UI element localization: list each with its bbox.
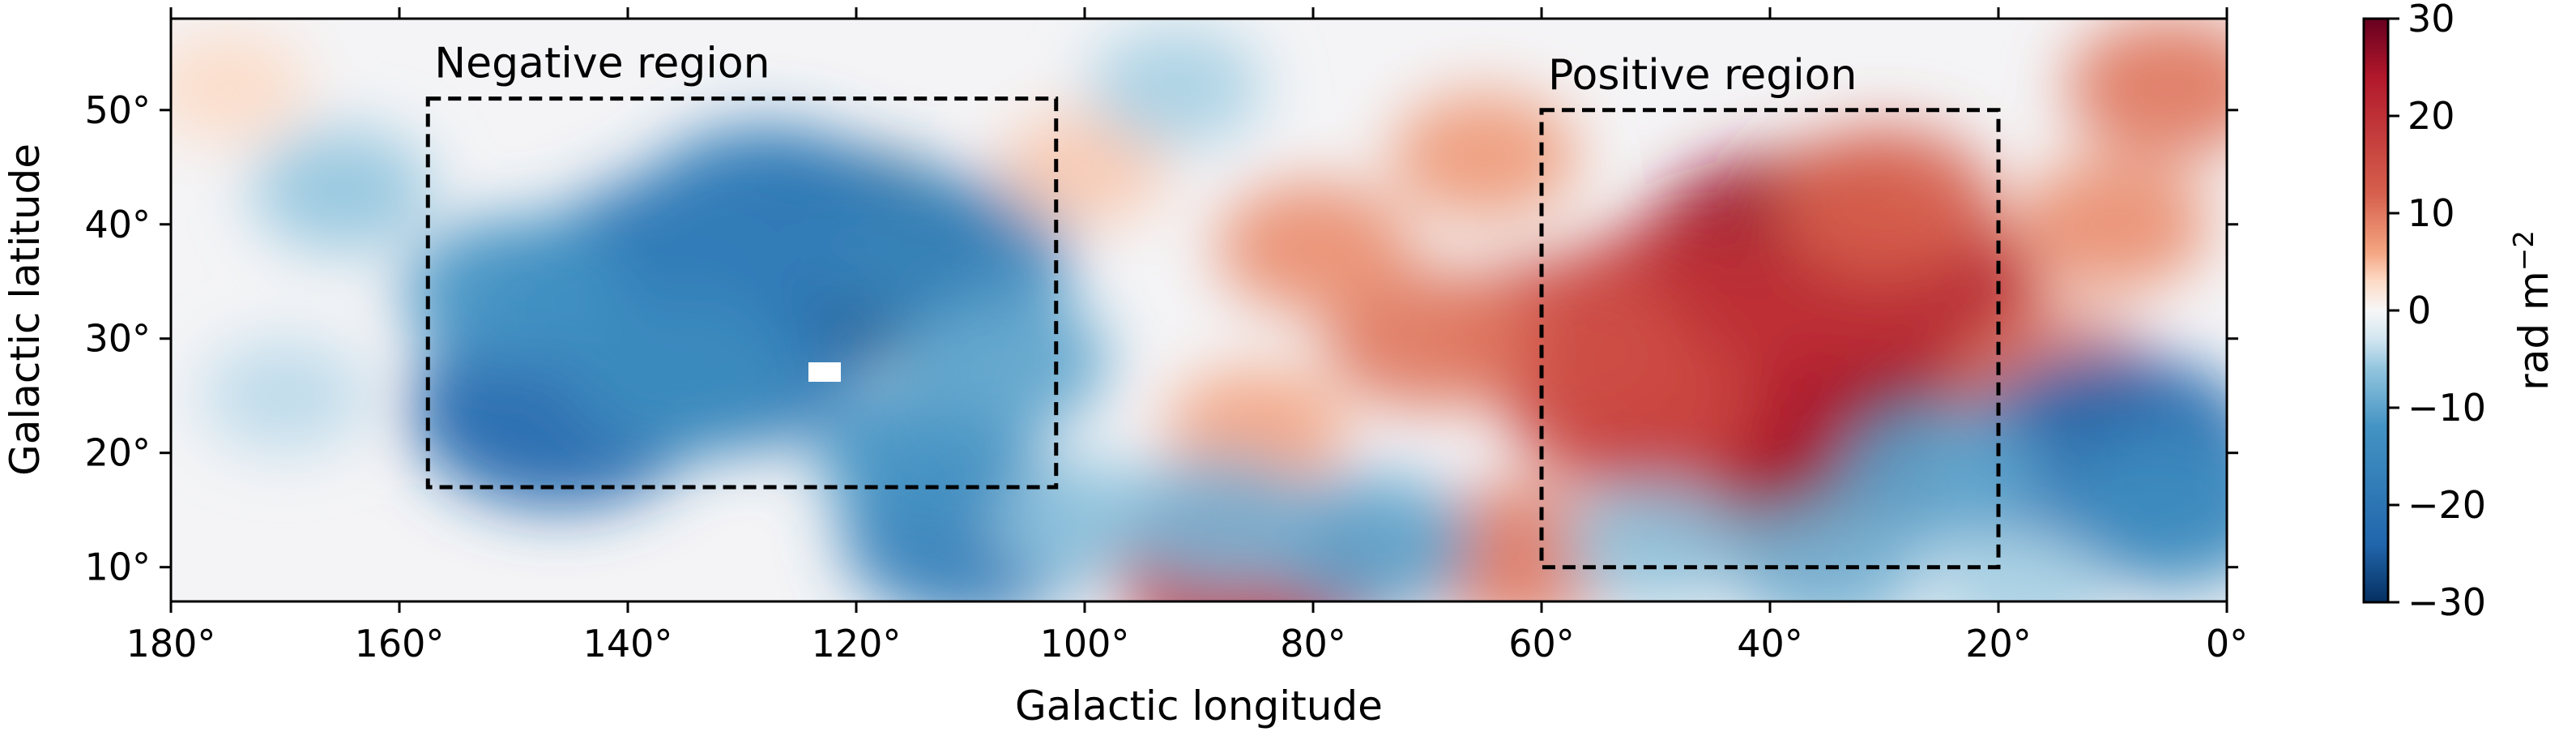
colorbar-unit: rad m bbox=[2510, 271, 2557, 391]
colorbar-unit-exponent: −2 bbox=[2508, 230, 2540, 271]
rm-feature bbox=[1838, 405, 2045, 546]
y-tick-label: 50° bbox=[84, 88, 151, 132]
rm-feature bbox=[1216, 181, 1410, 314]
negative-region-box bbox=[425, 96, 1059, 490]
rm-feature bbox=[2066, 19, 2227, 158]
rm-feature bbox=[171, 32, 309, 143]
y-tick-label: 20° bbox=[84, 431, 151, 475]
rm-feature bbox=[1565, 482, 1746, 601]
x-tick-label: 120° bbox=[812, 622, 902, 665]
x-tick-label: 80° bbox=[1280, 622, 1346, 665]
rm-feature bbox=[1089, 28, 1264, 147]
x-tick-label: 160° bbox=[355, 622, 445, 665]
rm-feature bbox=[1391, 92, 1578, 220]
rm-feature bbox=[569, 293, 801, 452]
positive-region-label: Positive region bbox=[1548, 51, 1857, 100]
colorbar-tick-label: 0 bbox=[2408, 289, 2431, 332]
map-plot: Negative region Positive region 180° 160° 1… bbox=[2, 7, 2248, 730]
rm-field-layer bbox=[171, 19, 2227, 601]
x-axis-ticks: 180° 160° 140° 120° 100° 80° 60° 40° 20° 0° bbox=[126, 7, 2248, 665]
rm-feature bbox=[1934, 530, 2109, 601]
colorbar-tick-label: −20 bbox=[2408, 483, 2486, 527]
colorbar-tick-label: −30 bbox=[2408, 580, 2486, 624]
rm-feature bbox=[2054, 430, 2227, 589]
y-tick-label: 30° bbox=[84, 317, 151, 361]
colorbar: 30 20 10 0 −10 −20 −30 rad m−2 bbox=[2362, 0, 2557, 624]
rm-feature bbox=[2015, 158, 2210, 291]
x-tick-label: 140° bbox=[583, 622, 673, 665]
y-tick-label: 40° bbox=[84, 203, 151, 246]
y-axis-label: Galactic latitude bbox=[2, 143, 49, 476]
y-axis-ticks: 10° 20° 30° 40° 50° bbox=[84, 88, 2238, 589]
rm-feature bbox=[1730, 501, 1924, 601]
x-tick-label: 60° bbox=[1508, 622, 1575, 665]
region-boxes: Negative region Positive region bbox=[425, 40, 2001, 570]
x-axis-label: Galactic longitude bbox=[1015, 683, 1383, 730]
rm-feature bbox=[901, 291, 1108, 432]
rm-feature bbox=[1324, 268, 1531, 409]
rm-feature bbox=[1267, 473, 1474, 601]
rm-feature bbox=[1124, 456, 1319, 588]
rm-feature bbox=[1774, 126, 1994, 276]
colorbar-label: rad m−2 bbox=[2508, 230, 2557, 391]
rm-feature bbox=[1000, 109, 1169, 225]
masked-pixel bbox=[808, 362, 841, 382]
rm-feature bbox=[201, 338, 369, 453]
plot-frame bbox=[169, 17, 2228, 603]
x-tick-label: 100° bbox=[1040, 622, 1130, 665]
positive-region-box bbox=[1539, 108, 2001, 570]
x-tick-label: 20° bbox=[1965, 622, 2032, 665]
rm-feature bbox=[403, 218, 624, 368]
x-tick-label: 180° bbox=[126, 622, 216, 665]
rm-feature bbox=[252, 128, 433, 252]
rm-feature bbox=[1415, 485, 1623, 601]
colorbar-tick-label: −10 bbox=[2408, 386, 2486, 430]
x-tick-label: 40° bbox=[1737, 622, 1803, 665]
colorbar-tick-label: 30 bbox=[2408, 0, 2455, 41]
y-tick-label: 10° bbox=[84, 546, 151, 589]
colorbar-tick-label: 10 bbox=[2408, 191, 2455, 235]
negative-region-label: Negative region bbox=[434, 40, 770, 88]
colorbar-gradient bbox=[2362, 17, 2390, 604]
colorbar-ticks: 30 20 10 0 −10 −20 −30 bbox=[2388, 0, 2486, 624]
x-tick-label: 0° bbox=[2206, 622, 2248, 665]
colorbar-tick-label: 20 bbox=[2408, 94, 2455, 138]
